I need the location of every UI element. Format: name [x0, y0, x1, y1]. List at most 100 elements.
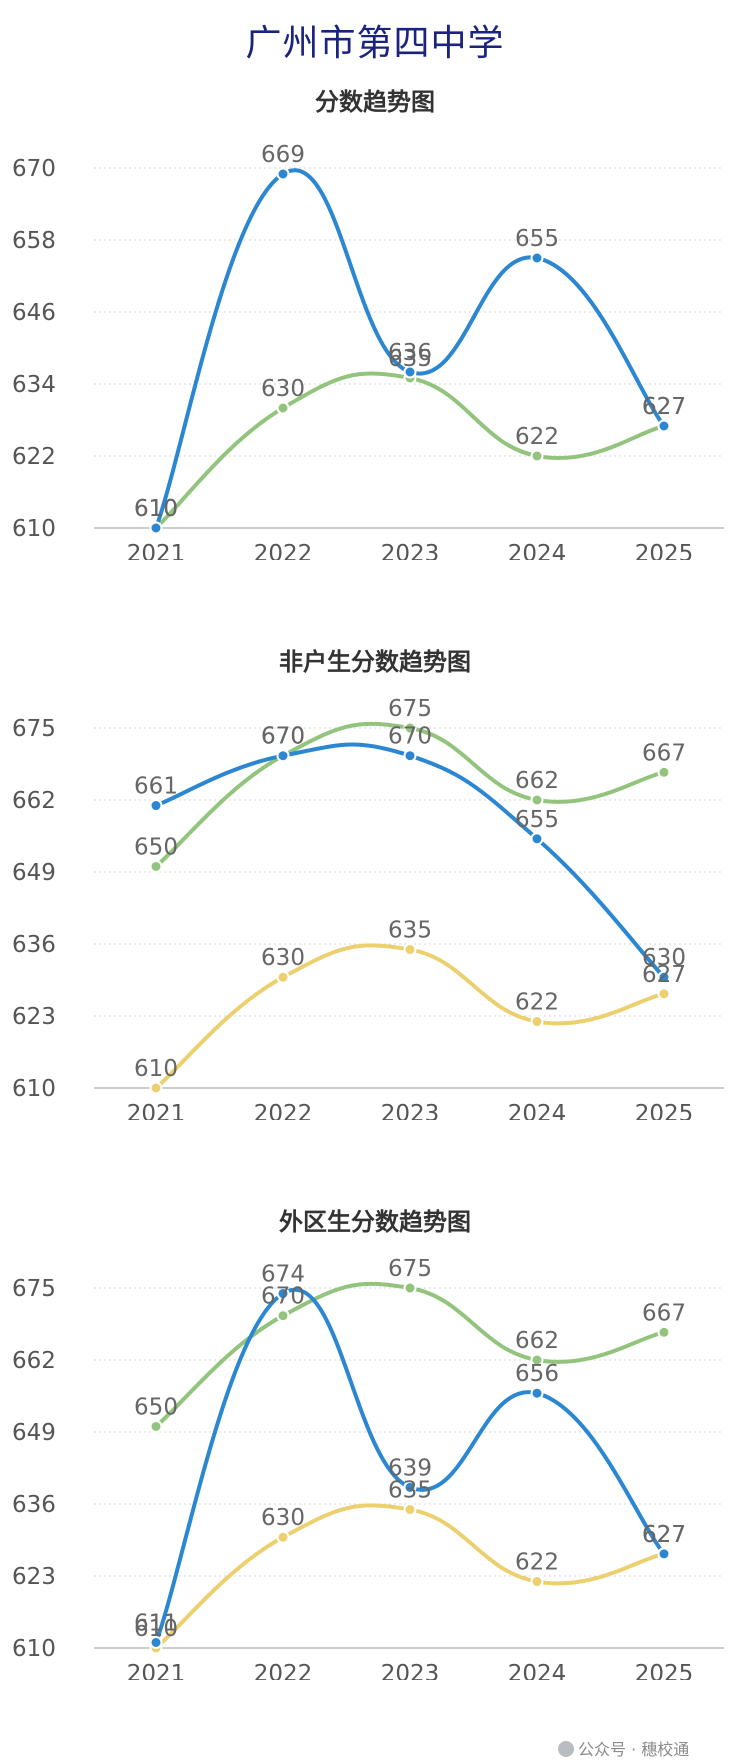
- data-label: 667: [642, 740, 686, 766]
- x-tick-label: 2022: [254, 1661, 313, 1680]
- data-point: [657, 765, 671, 779]
- series-line-1: [154, 742, 666, 980]
- wechat-icon: [558, 1741, 574, 1757]
- y-tick-label: 610: [12, 516, 56, 542]
- chart-svg: 外区生分数趋势图 610 623 636 649 662 675 2021 2022 2023 20…: [12, 1208, 724, 1680]
- data-point: [403, 1281, 417, 1295]
- data-label: 635: [388, 346, 432, 372]
- y-tick-label: 675: [12, 1276, 56, 1302]
- y-tick-label: 675: [12, 716, 56, 742]
- chart-non-household-score-trend: 非户生分数趋势图 610 623 636 649 662 675 2021 2022 2023 20…: [0, 560, 750, 1120]
- data-label: 610: [134, 1056, 178, 1082]
- x-tick-label: 2025: [635, 1661, 694, 1680]
- y-tick-label: 646: [12, 300, 56, 326]
- data-label: 627: [642, 962, 686, 988]
- data-label: 670: [388, 724, 432, 750]
- series-line-2: [154, 371, 666, 530]
- data-label: 610: [134, 496, 178, 522]
- watermark: 公众号 · 穗校通: [558, 1736, 689, 1760]
- data-point: [403, 365, 417, 379]
- data-label: 639: [388, 1455, 432, 1481]
- data-point: [276, 1530, 290, 1544]
- y-tick-label: 662: [12, 1348, 56, 1374]
- data-label: 670: [261, 724, 305, 750]
- x-tick-label: 2025: [635, 541, 694, 560]
- data-point: [530, 449, 544, 463]
- y-tick-label: 623: [12, 1004, 56, 1030]
- data-label: 635: [388, 1478, 432, 1504]
- data-label: 630: [642, 945, 686, 971]
- y-tick-label: 649: [12, 860, 56, 886]
- y-tick-label: 636: [12, 1492, 56, 1518]
- data-point: [530, 1386, 544, 1400]
- x-tick-label: 2022: [254, 541, 313, 560]
- chart-out-district-score-trend: 外区生分数趋势图 610 623 636 649 662 675 2021 2022 2023 20…: [0, 1120, 750, 1680]
- y-tick-label: 649: [12, 1420, 56, 1446]
- data-label: 655: [515, 226, 559, 252]
- data-point: [657, 987, 671, 1001]
- x-tick-label: 2021: [127, 541, 186, 560]
- data-label: 650: [134, 834, 178, 860]
- data-label: 670: [261, 1284, 305, 1310]
- data-label: 627: [642, 1522, 686, 1548]
- x-tick-label: 2024: [508, 541, 567, 560]
- data-label: 662: [515, 768, 559, 794]
- data-label: 675: [388, 1256, 432, 1282]
- data-label: 669: [261, 142, 305, 168]
- data-point: [403, 1480, 417, 1494]
- data-point: [276, 970, 290, 984]
- data-point: [657, 970, 671, 984]
- data-point: [530, 793, 544, 807]
- series-line-1: [154, 168, 666, 530]
- data-label: 635: [388, 918, 432, 944]
- data-label: 610: [134, 1616, 178, 1642]
- data-label: 675: [388, 696, 432, 722]
- y-tick-label: 636: [12, 932, 56, 958]
- x-tick-label: 2023: [381, 541, 440, 560]
- data-point: [657, 1325, 671, 1339]
- data-label: 630: [261, 376, 305, 402]
- x-tick-label: 2021: [127, 1661, 186, 1680]
- data-label: 627: [642, 1522, 686, 1548]
- data-label: 656: [515, 1361, 559, 1387]
- data-point: [149, 859, 163, 873]
- series-line-1: [154, 1288, 666, 1645]
- series-line-3: [154, 1503, 666, 1650]
- x-tick-label: 2023: [381, 1661, 440, 1680]
- data-point: [530, 251, 544, 265]
- chart-title: 非户生分数趋势图: [279, 648, 471, 676]
- data-label: 662: [515, 1328, 559, 1354]
- data-label: 627: [642, 394, 686, 420]
- y-tick-label: 658: [12, 228, 56, 254]
- data-label: 636: [388, 340, 432, 366]
- data-label: 661: [134, 774, 178, 800]
- x-tick-label: 2023: [381, 1101, 440, 1120]
- y-tick-label: 670: [12, 156, 56, 182]
- data-label: 627: [642, 394, 686, 420]
- data-point: [530, 1015, 544, 1029]
- data-label: 655: [515, 807, 559, 833]
- data-point: [276, 1309, 290, 1323]
- data-point: [276, 167, 290, 181]
- data-label: 622: [515, 990, 559, 1016]
- y-tick-label: 622: [12, 444, 56, 470]
- data-point: [403, 749, 417, 763]
- data-point: [657, 419, 671, 433]
- data-label: 622: [515, 1550, 559, 1576]
- data-label: 670: [261, 724, 305, 750]
- y-tick-label: 634: [12, 372, 56, 398]
- y-tick-label: 662: [12, 788, 56, 814]
- data-point: [276, 401, 290, 415]
- data-point: [530, 1575, 544, 1589]
- data-point: [149, 1635, 163, 1649]
- data-point: [530, 1353, 544, 1367]
- series-line-2: [154, 1281, 666, 1429]
- data-label: 650: [134, 1394, 178, 1420]
- data-point: [149, 1081, 163, 1095]
- x-tick-label: 2024: [508, 1101, 567, 1120]
- data-label: 611: [134, 1610, 178, 1636]
- page-title: 广州市第四中学: [245, 23, 505, 64]
- x-tick-label: 2025: [635, 1101, 694, 1120]
- y-tick-label: 623: [12, 1564, 56, 1590]
- data-point: [149, 521, 163, 535]
